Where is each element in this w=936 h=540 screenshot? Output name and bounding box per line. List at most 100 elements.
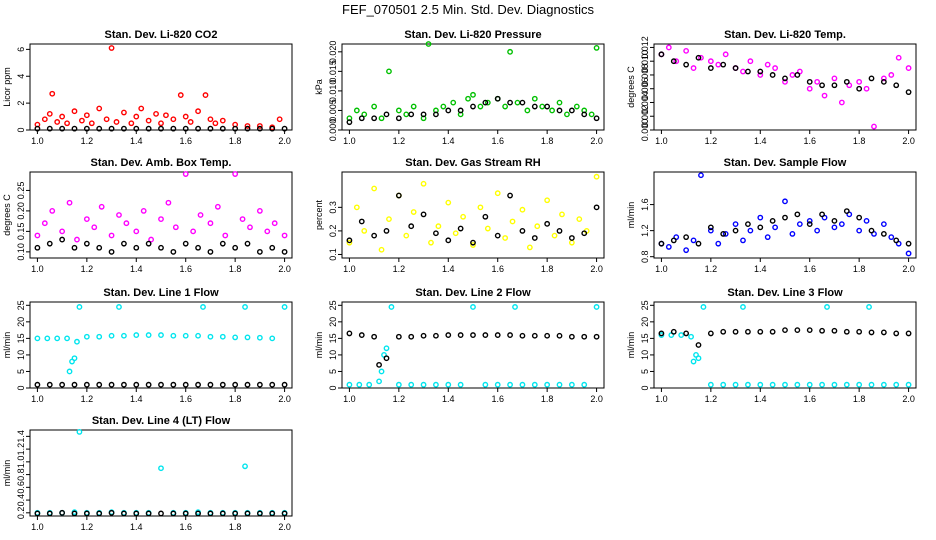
data-point (581, 111, 588, 118)
data-point (34, 335, 41, 342)
data-point (707, 224, 714, 231)
data-point (165, 199, 172, 206)
data-point (524, 107, 531, 114)
data-point (74, 236, 80, 243)
data-point (690, 237, 697, 244)
data-point (581, 230, 588, 237)
data-point (806, 85, 813, 92)
data-point (420, 211, 427, 218)
data-point (170, 248, 177, 255)
data-point (470, 304, 476, 310)
data-point (470, 242, 476, 248)
data-point (281, 125, 288, 132)
data-point (502, 103, 509, 110)
data-point (782, 327, 788, 334)
data-point (207, 220, 214, 227)
data-point (905, 65, 912, 71)
x-tick-label: 2.0 (278, 522, 291, 532)
data-point (445, 237, 452, 244)
panel-title: Stan. Dev. Line 1 Flow (103, 287, 219, 299)
data-point (482, 381, 489, 388)
data-point (720, 328, 727, 335)
data-point (769, 328, 776, 335)
y-tick-label: 0.2 (16, 507, 26, 520)
data-point (789, 72, 796, 78)
data-point (383, 355, 390, 362)
y-tick-label: 0.1 (328, 248, 338, 261)
data-point (556, 228, 563, 234)
data-point (519, 381, 526, 388)
data-point (158, 332, 164, 338)
data-point (256, 123, 263, 129)
data-point (133, 125, 140, 132)
data-point (395, 192, 402, 199)
x-tick-label: 1.2 (705, 136, 718, 146)
data-point (121, 109, 127, 116)
data-point (222, 232, 229, 239)
data-point (133, 510, 140, 517)
data-point (428, 239, 434, 246)
data-point (108, 332, 115, 339)
data-point (153, 110, 159, 117)
data-point (544, 103, 551, 110)
data-point (182, 332, 189, 339)
data-point (470, 332, 476, 338)
data-point (843, 208, 850, 214)
data-point (200, 304, 206, 310)
x-tick-label: 1.2 (81, 522, 94, 532)
x-tick-label: 1.8 (853, 264, 866, 274)
x-tick-label: 1.8 (541, 136, 554, 146)
data-point (769, 381, 776, 388)
y-tick-label: 0.020 (328, 41, 338, 64)
data-point (507, 48, 513, 55)
data-point (34, 381, 41, 388)
data-point (71, 108, 78, 115)
data-point (658, 330, 665, 337)
data-point (207, 333, 214, 340)
data-point (403, 111, 410, 118)
data-point (893, 381, 900, 388)
y-tick-label: 10 (328, 350, 338, 360)
data-point (232, 334, 239, 341)
data-point (707, 381, 714, 388)
data-point (219, 240, 226, 247)
y-tick-label: 5 (328, 369, 338, 374)
data-point (408, 223, 415, 230)
panel-line3: Stan. Dev. Line 3 Flow 1.0 1.2 1.4 1.6 1.8 2.0… (626, 287, 917, 404)
data-point (232, 510, 239, 517)
y-tick-label: 0.012 (640, 36, 650, 59)
data-point (244, 125, 251, 132)
data-point (408, 333, 415, 340)
x-tick-label: 1.6 (491, 264, 504, 274)
data-point (346, 381, 353, 388)
panel-temp: Stan. Dev. Li-820 Temp. 1.0 1.2 1.4 1.6 1.8 2.… (626, 29, 917, 146)
series-primary (34, 171, 288, 243)
data-point (66, 199, 73, 206)
y-tick-label: 0.10 (16, 243, 26, 261)
data-point (507, 192, 513, 199)
x-tick-label: 2.0 (278, 394, 291, 404)
data-point (403, 232, 410, 239)
data-point (59, 381, 66, 388)
data-point (673, 58, 680, 65)
data-point (34, 244, 41, 251)
x-tick-label: 1.0 (31, 522, 44, 532)
y-axis-label: ml/min (626, 332, 636, 359)
data-point (281, 232, 288, 239)
data-point (170, 510, 177, 517)
data-point (46, 125, 53, 132)
x-tick-label: 2.0 (278, 136, 291, 146)
data-point (806, 217, 813, 224)
data-point (526, 244, 533, 251)
data-point (670, 237, 677, 244)
data-point (138, 105, 145, 112)
data-point (494, 332, 501, 338)
data-point (108, 45, 115, 51)
data-point (880, 381, 887, 388)
data-point (895, 54, 902, 61)
data-point (484, 225, 491, 232)
x-tick-label: 1.2 (393, 394, 406, 404)
data-point (482, 332, 489, 338)
data-point (707, 58, 714, 65)
